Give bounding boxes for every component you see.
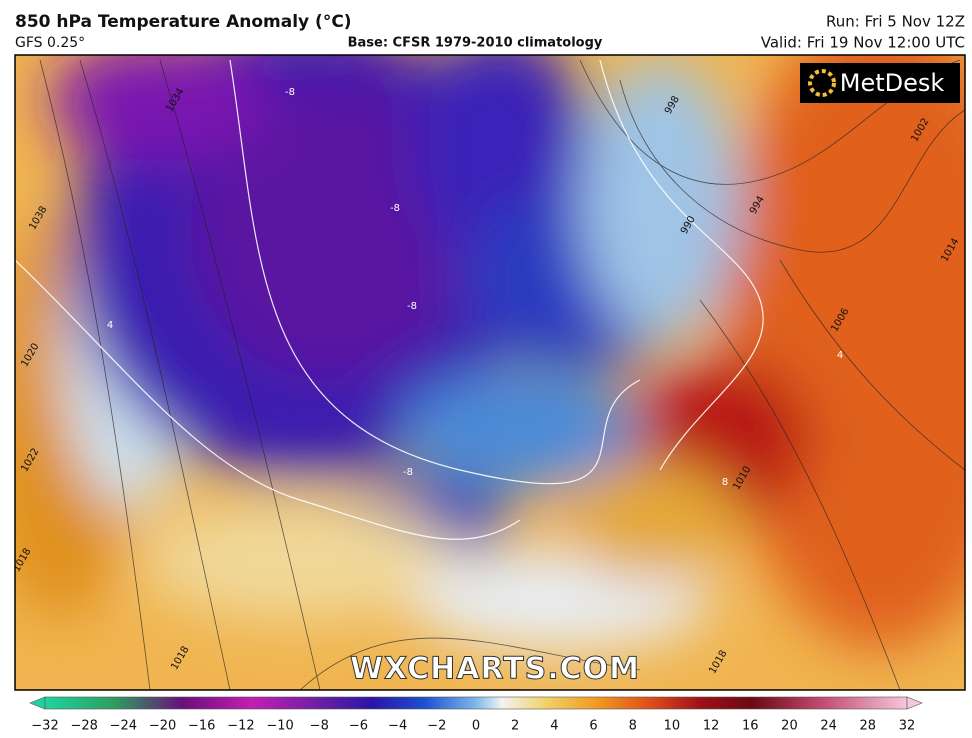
colorbar-label: −4 <box>388 719 407 734</box>
run-time: Run: Fri 5 Nov 12Z <box>826 13 965 31</box>
watermark: WXCHARTS.COM <box>350 652 640 687</box>
colorbar-label: −12 <box>227 719 254 734</box>
colorbar-label: 12 <box>703 719 720 734</box>
colorbar-label: 0 <box>472 719 480 734</box>
colorbar-label: −10 <box>266 719 293 734</box>
contour-label: 4 <box>107 320 113 331</box>
colorbar-label: −8 <box>310 719 329 734</box>
colorbar: −32 −28 −24 −20 −16 −12 −10 −8 −6 −4 −2 0 2 4 6 8 10 12 16… <box>29 696 923 734</box>
colorbar-label: −6 <box>349 719 368 734</box>
logo: MetDesk <box>840 69 945 97</box>
map-frame <box>14 54 966 691</box>
contour-label: 8 <box>722 477 728 488</box>
colorbar-label: 4 <box>550 719 558 734</box>
base-note: Base: CFSR 1979-2010 climatology <box>348 36 603 51</box>
model: GFS 0.25° <box>15 35 85 51</box>
colorbar-label: −20 <box>149 719 176 734</box>
contour-label: -8 <box>285 87 295 98</box>
colorbar-label: −24 <box>110 719 137 734</box>
colorbar-label: −32 <box>31 719 58 734</box>
colorbar-label: −2 <box>427 719 446 734</box>
contour-label: -8 <box>403 467 413 478</box>
title: 850 hPa Temperature Anomaly (°C) <box>15 12 352 32</box>
colorbar-label: −28 <box>70 719 97 734</box>
map-field: MetDesk WXCHARTS.COM 1034103810201022101… <box>15 55 965 690</box>
colorbar-label: 16 <box>742 719 759 734</box>
valid-time: Valid: Fri 19 Nov 12:00 UTC <box>761 34 965 52</box>
colorbar-label: 24 <box>820 719 837 734</box>
colorbar-label: 28 <box>860 719 877 734</box>
colorbar-label: 2 <box>511 719 519 734</box>
contour-label: -8 <box>390 203 400 214</box>
colorbar-label: 10 <box>664 719 681 734</box>
contour-label: 4 <box>837 350 843 361</box>
colorbar-label: 20 <box>781 719 798 734</box>
colorbar-label: 6 <box>589 719 597 734</box>
colorbar-label: 32 <box>899 719 916 734</box>
colorbar-label: −16 <box>188 719 215 734</box>
colorbar-label: 8 <box>629 719 637 734</box>
contour-label: -8 <box>407 301 417 312</box>
